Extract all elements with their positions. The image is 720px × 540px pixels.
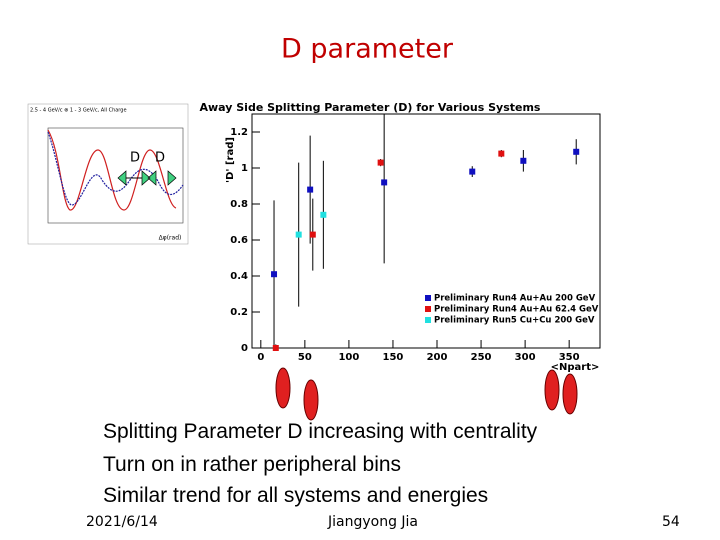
inset-title: 2.5 - 4 GeV/c ⊗ 1 - 3 GeV/c, All Charge [30, 108, 127, 114]
highlight-oval [544, 369, 560, 411]
x-tick-label: 0 [257, 352, 264, 363]
data-point [469, 168, 476, 175]
data-point [272, 345, 279, 351]
highlight-oval [562, 373, 578, 415]
inset-label: D [155, 151, 165, 166]
inset-figure: 2.5 - 4 GeV/c ⊗ 1 - 3 GeV/c, All Charge … [27, 103, 189, 245]
inset-curve [47, 131, 184, 206]
legend-swatch [425, 306, 431, 312]
inset-x-label: Δφ(rad) [159, 235, 182, 242]
plot-frame [251, 113, 601, 349]
y-tick-label: 0.2 [230, 307, 248, 318]
legend-swatch [425, 295, 431, 301]
data-point [295, 231, 302, 238]
y-tick-label: 0.4 [230, 271, 248, 282]
x-axis-label: <Npart> [551, 362, 600, 373]
highlight-oval [303, 379, 319, 421]
legend-label: Preliminary Run5 Cu+Cu 200 GeV [434, 316, 595, 326]
y-axis-label: 'D' [rad] [225, 137, 236, 183]
inset-label: D [130, 151, 140, 166]
data-point [320, 211, 327, 218]
x-tick-label: 250 [471, 352, 492, 363]
data-point [271, 271, 278, 278]
inset-axes [47, 127, 184, 224]
y-tick-label: 0 [241, 343, 248, 354]
x-tick-label: 150 [383, 352, 404, 363]
data-point [573, 148, 580, 155]
footer-page: 54 [662, 514, 680, 530]
chart: Away Side Splitting Parameter (D) for Va… [200, 101, 601, 373]
x-tick-label: 300 [515, 352, 536, 363]
x-tick-label: 50 [298, 352, 312, 363]
data-point [377, 159, 384, 166]
data-point [498, 150, 505, 157]
footer-author: Jiangyong Jia [328, 514, 419, 530]
data-point [520, 157, 527, 164]
bullet: Turn on in rather peripheral bins [103, 453, 402, 476]
data-point [381, 179, 388, 186]
footer-date: 2021/6/14 [86, 514, 158, 530]
legend-label: Preliminary Run4 Au+Au 200 GeV [434, 294, 596, 304]
y-tick-label: 0.6 [230, 235, 248, 246]
y-tick-label: 0.8 [230, 199, 248, 210]
bullet: Similar trend for all systems and energi… [103, 484, 489, 507]
legend-swatch [425, 317, 431, 323]
data-point [309, 231, 316, 238]
inset-curve [47, 129, 177, 211]
chart-title: Away Side Splitting Parameter (D) for Va… [200, 101, 541, 114]
x-tick-label: 200 [427, 352, 448, 363]
legend-label: Preliminary Run4 Au+Au 62.4 GeV [434, 305, 599, 315]
data-point [307, 186, 314, 193]
inset-arrow [117, 170, 177, 186]
slide-title: D parameter [281, 34, 454, 65]
bullet: Splitting Parameter D increasing with ce… [103, 420, 538, 443]
highlight-oval [275, 367, 291, 409]
x-tick-label: 100 [338, 352, 359, 363]
x-tick-label: 350 [559, 352, 580, 363]
y-tick-label: 1.2 [230, 127, 248, 138]
y-tick-label: 1 [241, 163, 248, 174]
